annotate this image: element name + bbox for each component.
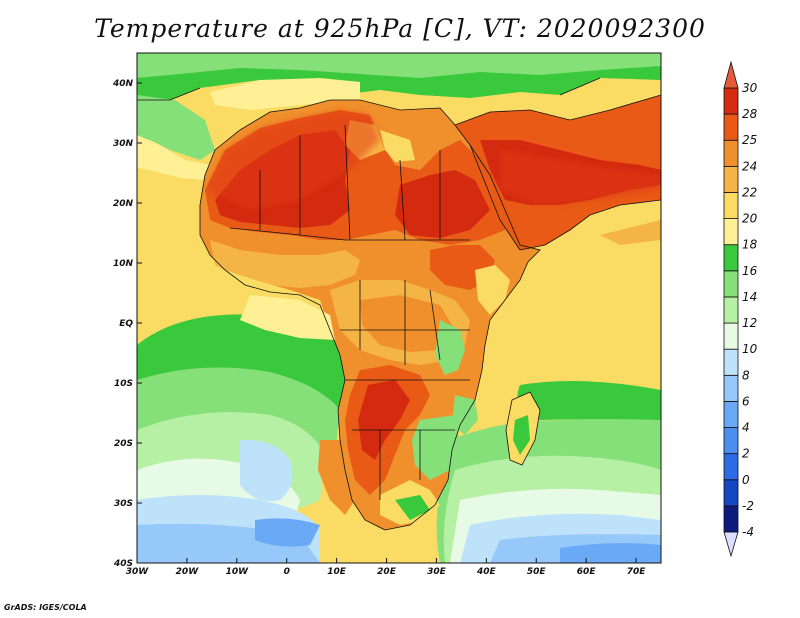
lat-tick-label: 10S bbox=[114, 379, 133, 389]
colorbar-label: 28 bbox=[742, 107, 758, 121]
colorbar-box bbox=[723, 427, 739, 455]
colorbar-label: 6 bbox=[742, 394, 750, 408]
colorbar-label: 4 bbox=[742, 421, 750, 435]
lon-tick-label: 60E bbox=[577, 567, 597, 577]
lon-tick-label: 20W bbox=[176, 567, 200, 577]
colorbar-label: 18 bbox=[742, 238, 758, 252]
lon-tick-label: 70E bbox=[627, 567, 647, 577]
lon-tick-label: 30E bbox=[427, 567, 447, 577]
colorbar-label: 22 bbox=[742, 185, 757, 199]
latitude-axis: 40S 30S 20S 10S EQ 10N 20N 30N 40N bbox=[112, 79, 142, 569]
colorbar-box bbox=[723, 139, 739, 167]
colorbar-label: 20 bbox=[742, 212, 758, 226]
colorbar-label: 0 bbox=[742, 473, 750, 487]
lon-tick-label: 10W bbox=[226, 567, 250, 577]
colorbar-label: 16 bbox=[742, 264, 758, 278]
colorbar-box bbox=[723, 244, 739, 272]
lat-tick-label: 10N bbox=[113, 259, 134, 269]
credit-text: GrADS: IGES/COLA bbox=[4, 603, 87, 612]
colorbar-max-triangle bbox=[723, 60, 739, 89]
colorbar-box bbox=[723, 322, 739, 350]
colorbar-box bbox=[723, 401, 739, 428]
lat-tick-label: 40N bbox=[112, 79, 134, 89]
lat-tick-label: 40S bbox=[113, 559, 133, 569]
colorbar-box bbox=[723, 113, 739, 141]
colorbar-label: -2 bbox=[742, 499, 754, 513]
longitude-axis: 30W 20W 10W 0 10E 20E 30E 40E 50E 60E 70E bbox=[126, 558, 646, 577]
colorbar-box bbox=[723, 192, 739, 219]
colorbar-box bbox=[723, 165, 739, 193]
colorbar-label: 14 bbox=[742, 290, 757, 304]
map-title: Temperature at 925hPa [C], VT: 202009230… bbox=[94, 14, 706, 43]
lon-tick-label: 10E bbox=[327, 567, 347, 577]
colorbar-label: 30 bbox=[742, 81, 758, 95]
lon-tick-label: 30W bbox=[126, 567, 150, 577]
colorbar-box bbox=[723, 218, 739, 246]
colorbar-label: -4 bbox=[742, 525, 754, 539]
country-borders bbox=[137, 77, 661, 531]
colorbar-box bbox=[723, 270, 739, 298]
colorbar-box bbox=[723, 374, 739, 402]
temperature-field bbox=[137, 53, 661, 563]
lat-tick-label: 30N bbox=[113, 139, 134, 149]
lat-tick-label: 30S bbox=[114, 499, 133, 509]
lon-tick-label: 40E bbox=[476, 567, 497, 577]
colorbar-label: 2 bbox=[742, 447, 750, 461]
lat-tick-label: EQ bbox=[119, 319, 133, 329]
plot-frame bbox=[136, 52, 662, 564]
colorbar-box bbox=[723, 348, 739, 376]
colorbar-box bbox=[723, 453, 739, 481]
colorbar-label: 8 bbox=[742, 368, 750, 382]
lon-tick-label: 0 bbox=[284, 567, 290, 577]
lon-tick-label: 50E bbox=[527, 567, 547, 577]
colorbar-box bbox=[723, 296, 739, 324]
colorbar-box bbox=[723, 479, 739, 507]
colorbar-label: 24 bbox=[742, 159, 757, 173]
lon-tick-label: 20E bbox=[377, 567, 397, 577]
colorbar-label: 25 bbox=[742, 133, 757, 147]
colorbar-label: 10 bbox=[742, 342, 758, 356]
colorbar-label: 12 bbox=[742, 316, 757, 330]
colorbar-min-triangle bbox=[723, 531, 739, 558]
lat-tick-label: 20N bbox=[113, 199, 134, 209]
colorbar-box bbox=[723, 505, 739, 533]
lat-tick-label: 20S bbox=[114, 439, 133, 449]
colorbar-box bbox=[723, 87, 739, 115]
